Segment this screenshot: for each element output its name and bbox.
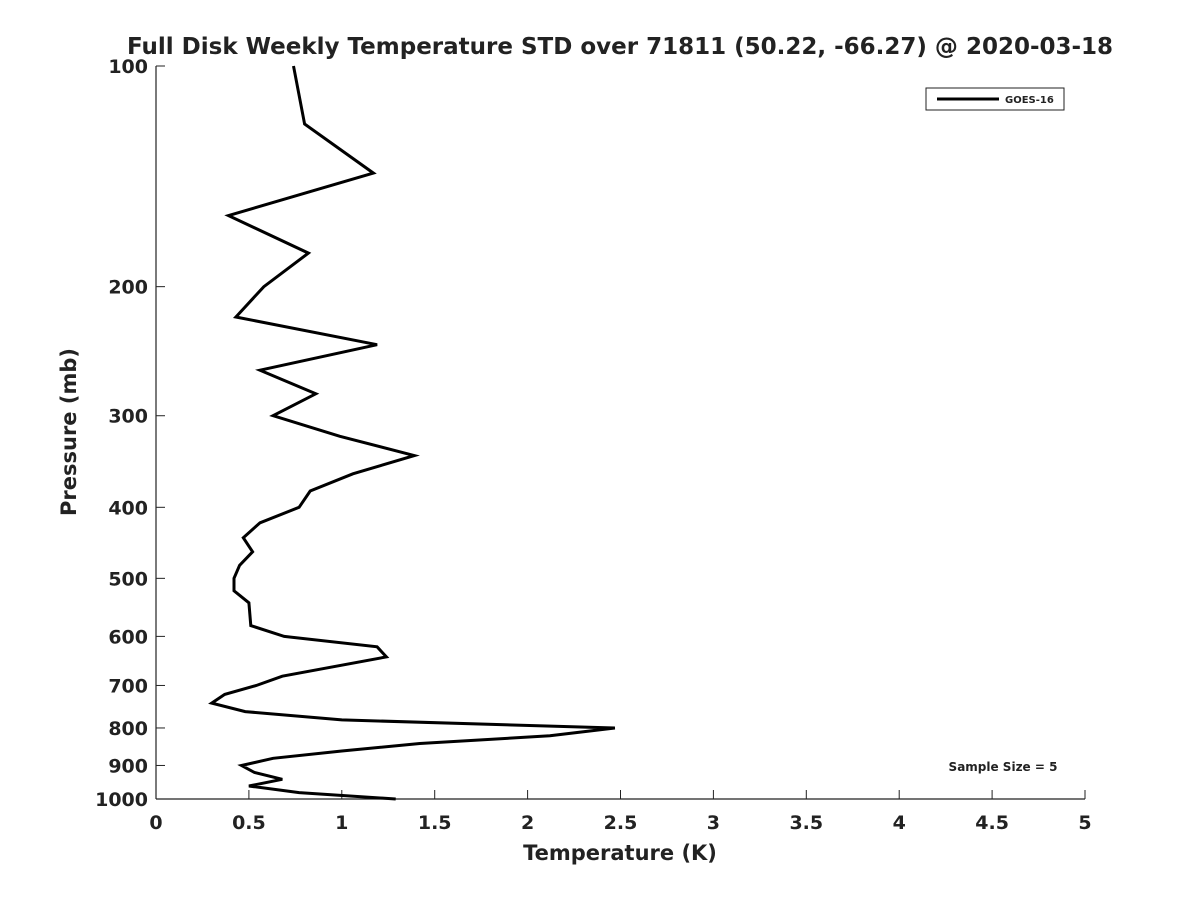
legend: GOES-16 [925,87,1065,111]
x-axis-label: Temperature (K) [523,841,717,865]
x-tick-label: 5 [1078,812,1091,834]
x-tick-label: 0 [149,812,162,834]
x-tick-label: 2 [521,812,534,834]
y-tick-label: 500 [108,568,148,590]
x-tick-label: 3 [707,812,720,834]
y-tick-label: 900 [108,755,148,777]
x-tick-label: 4 [893,812,906,834]
y-tick-label: 1000 [95,789,148,811]
axes: 0 0.5 1 1.5 2 2.5 3 3.5 4 4.5 5 100 200 300 400 500 600 7… [95,56,1092,834]
y-tick-label: 400 [108,497,148,519]
y-tick-label: 700 [108,675,148,697]
x-tick-label: 4.5 [975,812,1009,834]
y-tick-label: 100 [108,56,148,78]
x-tick-label: 3.5 [789,812,823,834]
legend-label: GOES-16 [1005,95,1054,106]
y-tick-label: 300 [108,406,148,428]
y-tick-label: 800 [108,718,148,740]
y-tick-label: 600 [108,626,148,648]
y-axis-label: Pressure (mb) [57,348,81,516]
chart-title: Full Disk Weekly Temperature STD over 71… [127,34,1113,60]
x-tick-label: 1 [335,812,348,834]
series-line-goes-16 [208,65,616,801]
x-tick-label: 2.5 [604,812,638,834]
x-tick-label: 0.5 [232,812,266,834]
y-tick-label: 200 [108,277,148,299]
x-tick-label: 1.5 [418,812,452,834]
sample-size-annotation: Sample Size = 5 [949,760,1058,774]
